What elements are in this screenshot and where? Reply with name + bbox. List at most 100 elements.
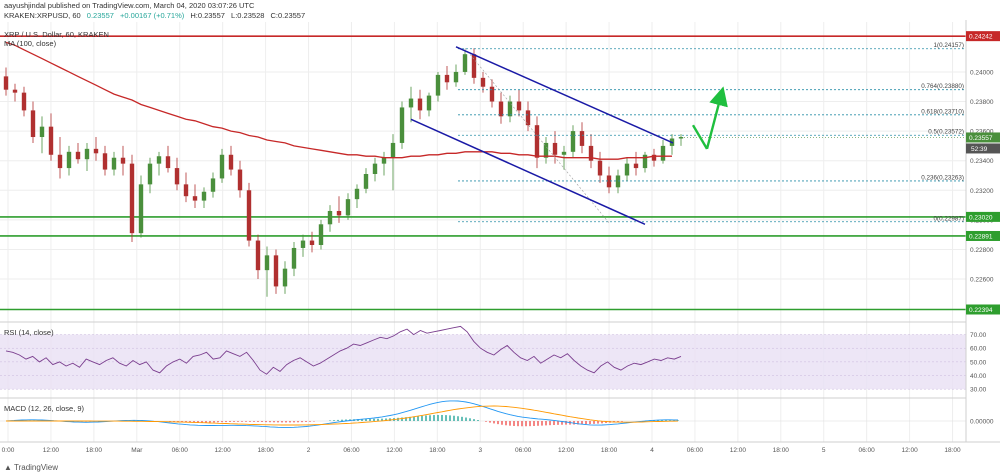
time-tick-label: 18:00 — [86, 447, 103, 454]
low-value: L:0.23528 — [231, 11, 265, 20]
time-tick-label: Mar — [131, 447, 143, 454]
time-tick-label: 06:00 — [859, 447, 876, 454]
price-tick-label: 0.23800 — [970, 99, 994, 106]
candle-body — [390, 142, 396, 158]
price-tag-label: 0.22891 — [969, 233, 993, 240]
candle-body — [426, 95, 432, 111]
time-tick-label: 18:00 — [429, 447, 446, 454]
macd-signal-line — [6, 405, 679, 426]
brand-label: TradingView — [14, 463, 59, 472]
fib-level-label: 0.618(0.23710) — [921, 108, 964, 115]
candle-body — [273, 255, 279, 287]
candle-body — [480, 77, 486, 87]
candle-body — [282, 268, 288, 287]
time-tick-label: 06:00 — [343, 447, 360, 454]
current-price-tag — [966, 132, 1000, 143]
candle-body — [498, 101, 504, 117]
candle-body — [75, 151, 81, 160]
time-tick-label: 06:00 — [687, 447, 704, 454]
candle-body — [336, 210, 342, 216]
price-tick-label: 0.22800 — [970, 247, 994, 254]
time-tick-label: 12:00 — [386, 447, 403, 454]
candle-body — [525, 110, 531, 126]
candle-body — [93, 148, 99, 154]
rsi-legend: RSI (14, close) — [4, 328, 54, 337]
candle-body — [462, 54, 468, 72]
candle-body — [30, 110, 36, 138]
candle-body — [3, 76, 9, 90]
time-tick-label: 12:00 — [558, 447, 575, 454]
fib-level-label: 0.764(0.23880) — [921, 83, 964, 90]
candle-body — [237, 169, 243, 191]
price-change: +0.00167 (+0.71%) — [120, 11, 185, 20]
last-price: 0.23557 — [86, 11, 114, 20]
candle-body — [255, 240, 261, 271]
time-tick-label: 12:00 — [43, 447, 60, 454]
candle-body — [471, 54, 477, 78]
candle-body — [453, 71, 459, 83]
macd-tick-label: 0.00000 — [970, 419, 994, 426]
price-tag — [966, 304, 1000, 315]
candle-body — [129, 163, 135, 234]
axes: 0:00 12:00 18:00 Mar 06:00 12:00 18:00 2 06:00 12… — [2, 31, 1000, 454]
candle-body — [345, 199, 351, 216]
candle-body — [444, 74, 450, 83]
candle-body — [246, 190, 252, 241]
pair-legend: XRP / U.S. Dollar, 60, KRAKEN — [4, 30, 109, 39]
candle-body — [120, 157, 126, 164]
candle-body — [651, 154, 657, 161]
price-tag — [966, 230, 1000, 241]
rsi-tick-label: 30.00 — [970, 387, 987, 394]
countdown-label: 52:39 — [971, 146, 988, 153]
ma-legend: MA (100, close) — [4, 39, 57, 48]
candle-body — [579, 131, 585, 146]
candles[interactable] — [3, 48, 684, 297]
overlays: 1(0.24157) 0.764(0.23880) 0.618(0.23710) 0.… — [5, 41, 966, 225]
candle-body — [489, 86, 495, 102]
ma-line — [5, 41, 672, 160]
high-value: H:0.23557 — [190, 11, 225, 20]
time-tick-label: 2 — [307, 447, 311, 454]
time-tick-label: 18:00 — [257, 447, 274, 454]
candle-body — [561, 151, 567, 155]
candle-body — [219, 154, 225, 179]
candle-body — [372, 163, 378, 174]
projection-stroke — [691, 124, 709, 150]
candle-body — [543, 142, 549, 158]
candle-body — [597, 160, 603, 176]
rsi-tick-label: 70.00 — [970, 332, 987, 339]
price-tick-label: 0.23200 — [970, 188, 994, 195]
time-tick-label: 3 — [478, 447, 482, 454]
candle-body — [660, 145, 666, 161]
symbol-name[interactable]: KRAKEN:XRPUSD, 60 — [4, 11, 81, 20]
candle-body — [111, 157, 117, 170]
time-tick-label: 18:00 — [773, 447, 790, 454]
candle-body — [381, 157, 387, 164]
price-tag-label: 0.23020 — [969, 214, 993, 221]
tradingview-brand: ▲ TradingView — [4, 463, 58, 472]
candle-body — [354, 188, 360, 200]
fib-trend-line — [464, 48, 610, 224]
candle-body — [516, 101, 522, 111]
levels — [0, 35, 966, 311]
candle-body — [147, 163, 153, 185]
price-tag — [966, 211, 1000, 222]
price-tag — [966, 31, 1000, 42]
time-tick-label: 06:00 — [172, 447, 189, 454]
candle-body — [399, 107, 405, 143]
candle-body — [417, 98, 423, 111]
candle-body — [210, 178, 216, 192]
candle-body — [174, 168, 180, 185]
candle-body — [624, 163, 630, 176]
channel-upper — [455, 46, 674, 144]
projection-arrow — [705, 86, 728, 150]
candle-body — [291, 247, 297, 269]
fib-level-label: 1(0.24157) — [934, 42, 964, 49]
candle-body — [300, 240, 306, 248]
price-tick-label: 0.23400 — [970, 158, 994, 165]
fib-level-label: 0(0.22987) — [934, 215, 964, 222]
price-tag-label: 0.22394 — [969, 307, 993, 314]
time-tick-label: 5 — [822, 447, 826, 454]
candle-body — [552, 142, 558, 155]
